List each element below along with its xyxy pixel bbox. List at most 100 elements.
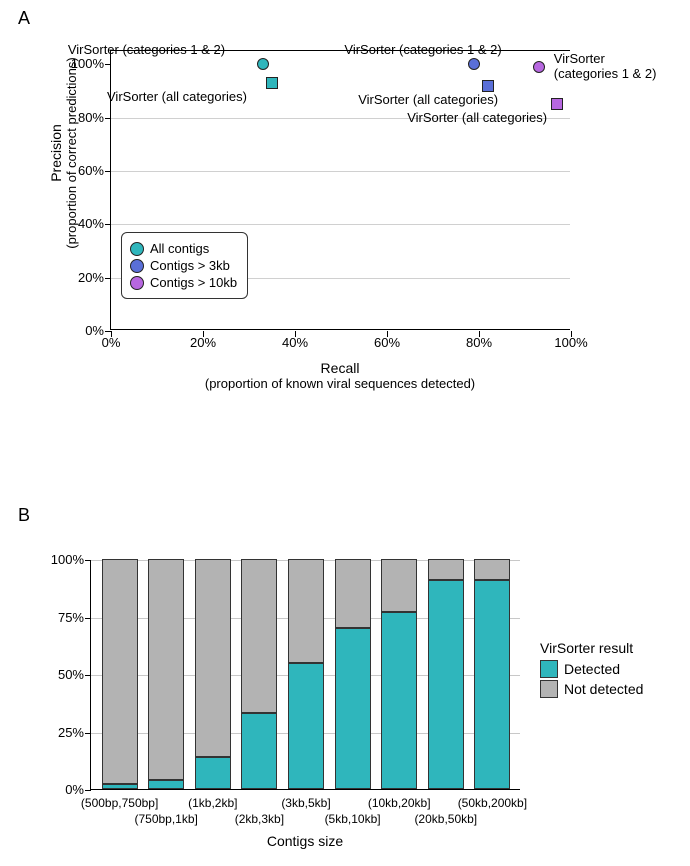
chart-b-bar-not-detected <box>241 559 277 713</box>
legend-label: Contigs > 10kb <box>150 275 237 290</box>
chart-a-legend-item: Contigs > 3kb <box>130 258 237 273</box>
chart-a-legend: All contigs Contigs > 3kb Contigs > 10kb <box>121 232 248 299</box>
chart-b-ytickmark <box>85 733 91 734</box>
chart-b-ytick-label: 100% <box>34 552 84 567</box>
legend-swatch <box>130 259 144 273</box>
chart-a-xtick-label: 0% <box>86 335 136 350</box>
chart-b-bar-not-detected <box>428 559 464 580</box>
legend-swatch <box>540 680 558 698</box>
chart-a-x-title-sub: (proportion of known viral sequences det… <box>110 376 570 391</box>
chart-a-point-label: VirSorter <box>554 51 605 66</box>
chart-a-ytickmark <box>105 224 111 225</box>
chart-a-point-label: VirSorter (all categories) <box>407 110 547 125</box>
legend-label: Detected <box>564 661 620 677</box>
legend-label: All contigs <box>150 241 209 256</box>
chart-b-ytick-label: 25% <box>34 725 84 740</box>
chart-a-plot-area: 0%20%40%60%80%100%0%20%40%60%80%100%VirS… <box>110 50 570 330</box>
chart-b-ytickmark <box>85 675 91 676</box>
chart-b-bar-column <box>288 560 324 789</box>
chart-a-point <box>468 58 480 70</box>
chart-a-gridline <box>111 171 570 172</box>
chart-b-bar-detected <box>241 713 277 789</box>
chart-a-point-label: VirSorter (all categories) <box>107 89 247 104</box>
chart-b-category-label: (750bp,1kb] <box>116 812 216 826</box>
legend-swatch <box>130 242 144 256</box>
chart-b-bar-column <box>195 560 231 789</box>
chart-b-category-label: (3kb,5kb] <box>256 796 356 810</box>
chart-b-bar-detected <box>381 612 417 789</box>
chart-a-x-title-main: Recall <box>321 360 360 376</box>
chart-b-bar-column <box>102 560 138 789</box>
chart-b-category-label: (5kb,10kb] <box>303 812 403 826</box>
chart-b-legend: VirSorter result Detected Not detected <box>540 640 643 700</box>
chart-a-xtick-label: 80% <box>454 335 504 350</box>
chart-b-ytick-label: 50% <box>34 667 84 682</box>
chart-b-bar-not-detected <box>474 559 510 580</box>
chart-a-point-label: VirSorter (categories 1 & 2) <box>344 42 501 57</box>
chart-b-bar-detected <box>428 580 464 789</box>
chart-b-x-axis-title: Contigs size <box>90 833 520 849</box>
chart-b-bar-detected <box>335 628 371 789</box>
chart-a-ytickmark <box>105 118 111 119</box>
chart-a-point <box>266 77 278 89</box>
chart-b-plot-area: 0%25%50%75%100%(500bp,750bp](750bp,1kb](… <box>90 560 520 790</box>
chart-a-point <box>551 98 563 110</box>
chart-a-xtick-label: 60% <box>362 335 412 350</box>
chart-a-point <box>257 58 269 70</box>
chart-b-bar-detected <box>148 780 184 789</box>
chart-a-legend-item: Contigs > 10kb <box>130 275 237 290</box>
chart-a-ytickmark <box>105 278 111 279</box>
chart-b-bar-detected <box>288 663 324 790</box>
legend-swatch <box>130 276 144 290</box>
panel-a-label: A <box>18 8 30 29</box>
chart-b-ytickmark <box>85 560 91 561</box>
chart-b-ytickmark <box>85 790 91 791</box>
chart-a-gridline <box>111 224 570 225</box>
chart-b-bar-not-detected <box>195 559 231 757</box>
chart-a-xtick-label: 100% <box>546 335 596 350</box>
chart-b-bar-column <box>148 560 184 789</box>
chart-b-bar-column <box>474 560 510 789</box>
chart-b-category-label: (1kb,2kb] <box>163 796 263 810</box>
chart-b-category-label: (10kb,20kb] <box>349 796 449 810</box>
chart-a-ytickmark <box>105 64 111 65</box>
chart-b-bar-not-detected <box>288 559 324 663</box>
chart-b-legend-item: Not detected <box>540 680 643 698</box>
legend-label: Contigs > 3kb <box>150 258 230 273</box>
chart-b-category-label: (20kb,50kb] <box>396 812 496 826</box>
chart-a-xtick-label: 40% <box>270 335 320 350</box>
chart-a-point <box>533 61 545 73</box>
chart-a-legend-item: All contigs <box>130 241 237 256</box>
chart-b-legend-item: Detected <box>540 660 643 678</box>
chart-a-y-title-main: Precision <box>48 124 64 182</box>
chart-a-y-axis-title: Precision (proportion of correct predict… <box>48 38 79 268</box>
chart-b-bar-detected <box>102 784 138 789</box>
panel-b-label: B <box>18 505 30 526</box>
chart-b-bar-column <box>381 560 417 789</box>
chart-a-point-label: VirSorter (all categories) <box>358 92 498 107</box>
chart-a-point-label: VirSorter (categories 1 & 2) <box>68 42 225 57</box>
chart-b-bar-column <box>241 560 277 789</box>
chart-a-point-label: (categories 1 & 2) <box>554 66 657 81</box>
chart-b-category-label: (500bp,750bp] <box>70 796 170 810</box>
chart-a-point <box>482 80 494 92</box>
chart-b-bar-not-detected <box>381 559 417 612</box>
chart-b-bar-not-detected <box>102 559 138 784</box>
chart-b-ytick-label: 75% <box>34 610 84 625</box>
chart-b-ytick-label: 0% <box>34 782 84 797</box>
chart-b-category-label: (2kb,3kb] <box>209 812 309 826</box>
legend-label: Not detected <box>564 681 643 697</box>
chart-b-bar-not-detected <box>148 559 184 780</box>
chart-b-bar-column <box>335 560 371 789</box>
chart-b-bar-detected <box>195 757 231 789</box>
chart-b-bar-detected <box>474 580 510 789</box>
chart-a-x-axis-title: Recall (proportion of known viral sequen… <box>110 360 570 391</box>
figure-page: A B 0%20%40%60%80%100%0%20%40%60%80%100%… <box>0 0 690 866</box>
chart-a-ytick-label: 20% <box>54 270 104 285</box>
chart-a-y-title-sub: (proportion of correct predictions) <box>64 38 79 268</box>
chart-a-ytickmark <box>105 171 111 172</box>
chart-b-ytickmark <box>85 618 91 619</box>
chart-b-legend-title: VirSorter result <box>540 640 643 656</box>
legend-swatch <box>540 660 558 678</box>
chart-b-bar-not-detected <box>335 559 371 628</box>
